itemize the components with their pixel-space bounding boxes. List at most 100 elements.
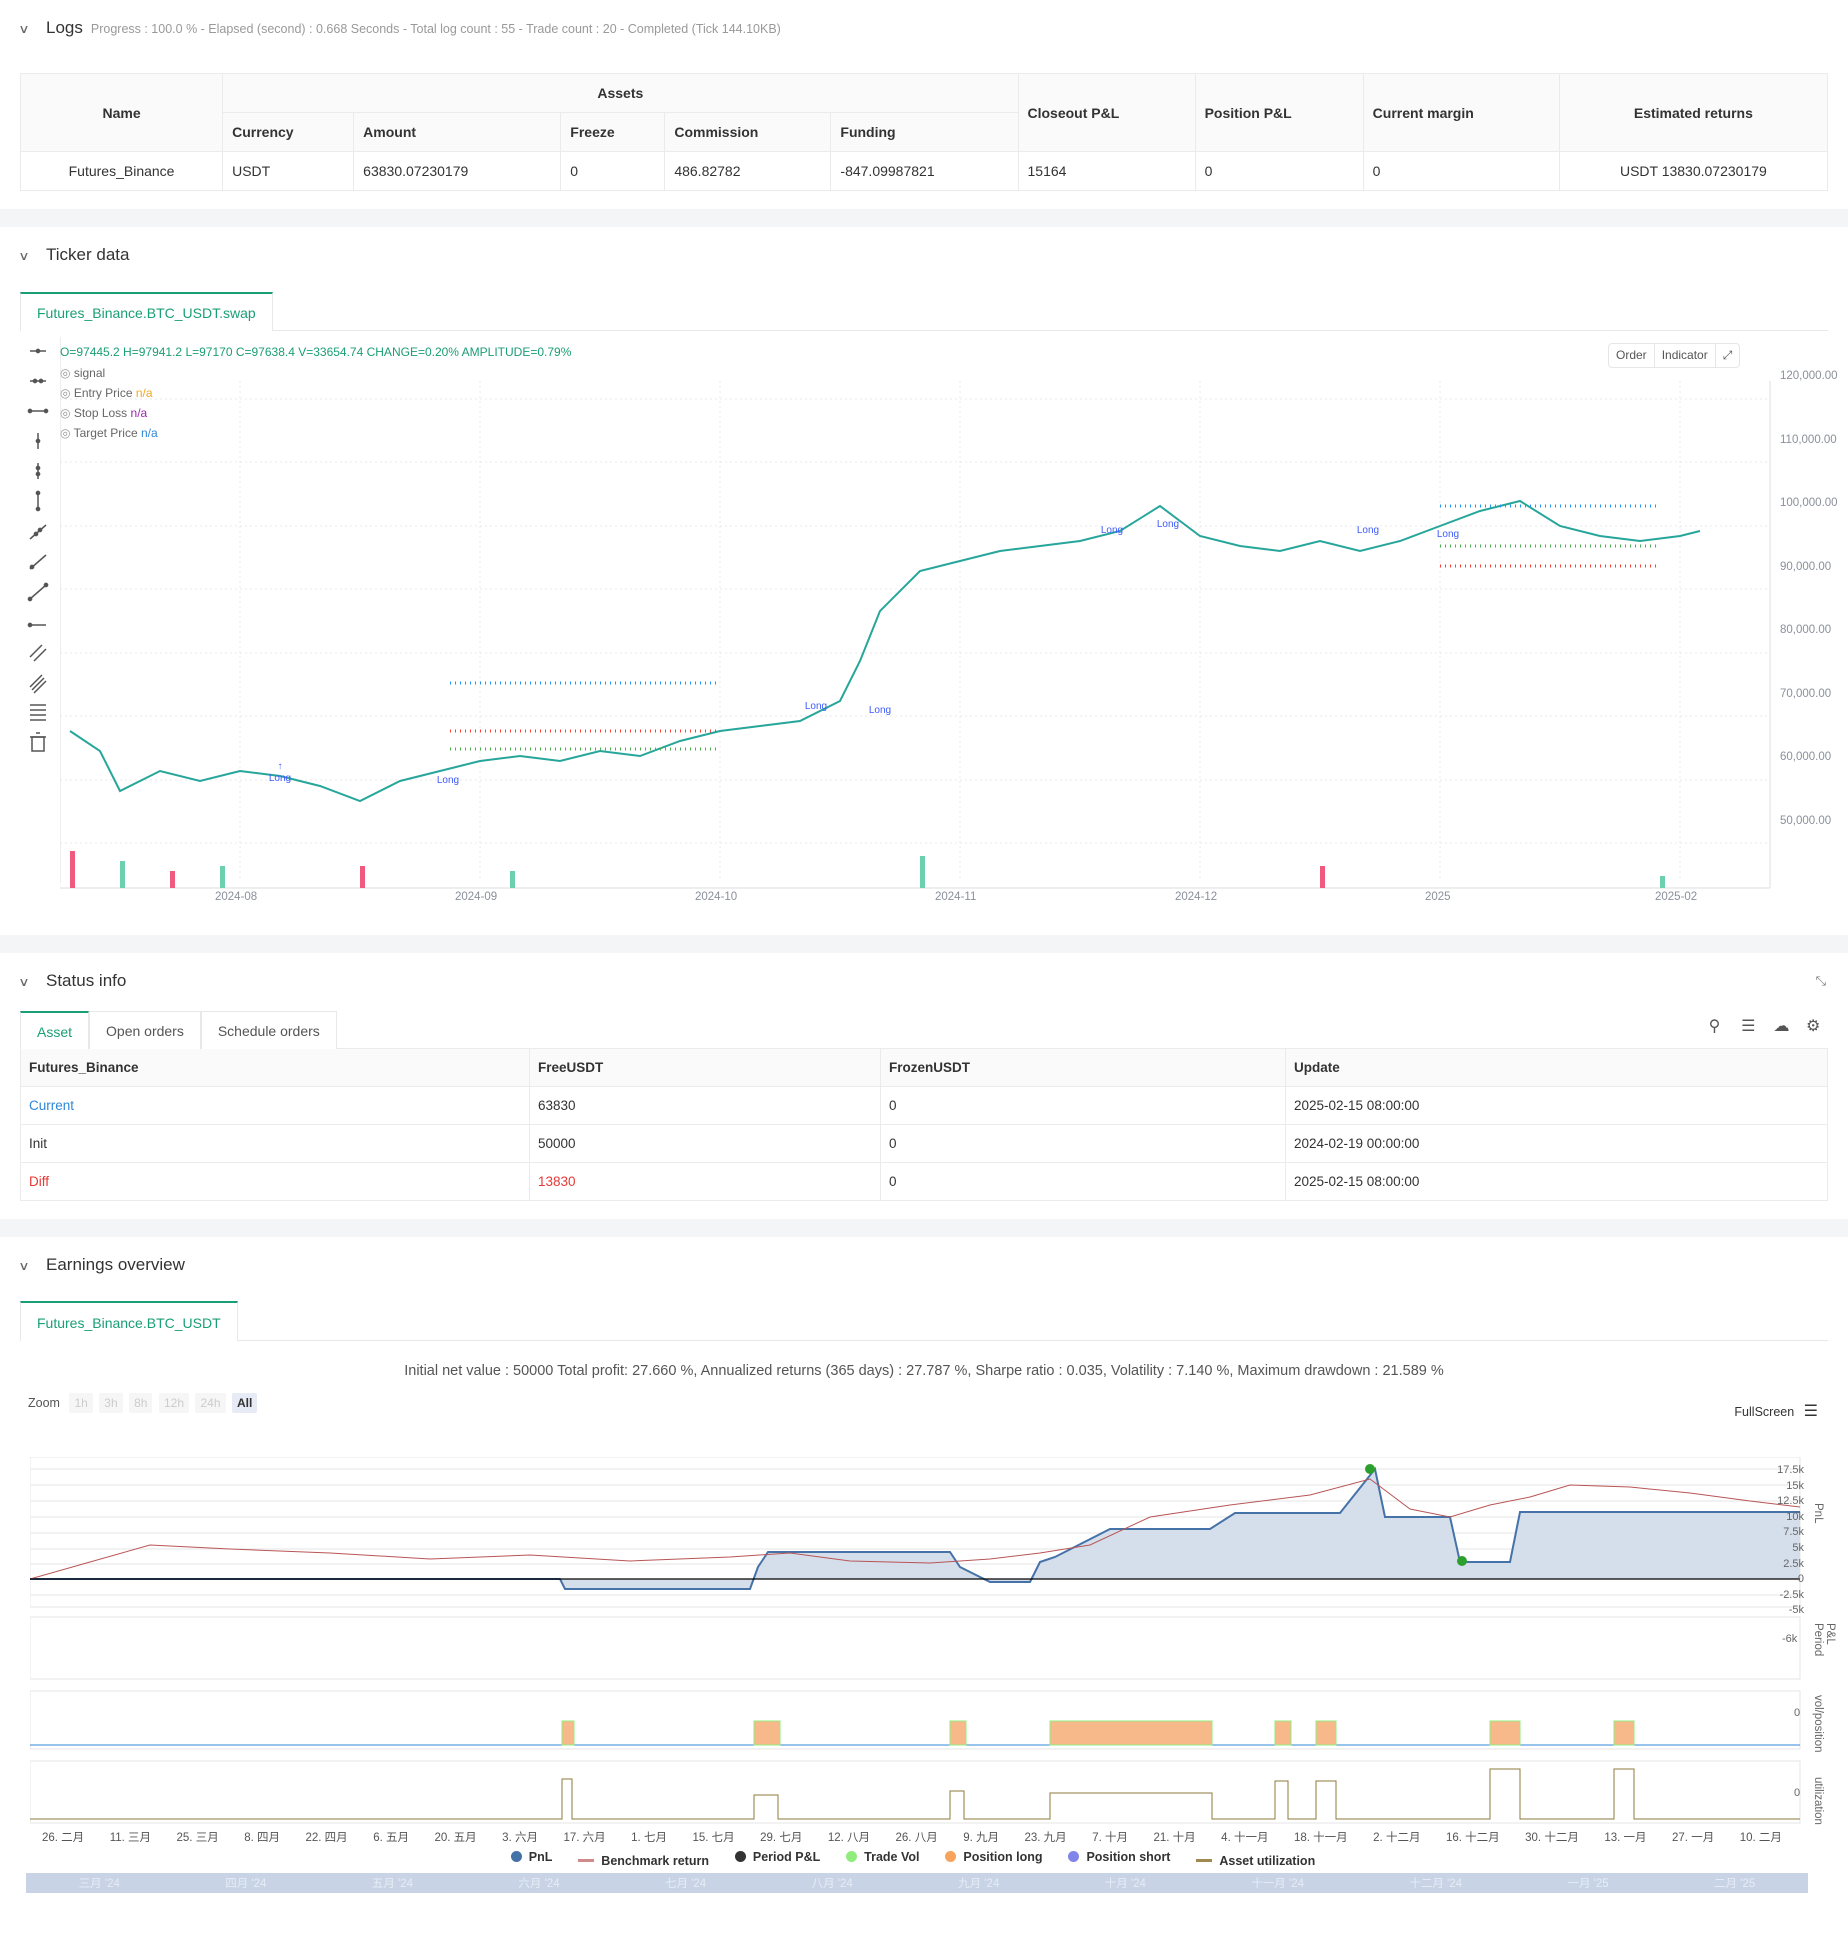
plot-area: [60, 337, 1728, 883]
eye-icon[interactable]: ◎: [60, 426, 74, 440]
menu-icon[interactable]: ☰: [1803, 1403, 1818, 1420]
gear-icon[interactable]: ⚙: [1806, 1018, 1821, 1035]
search-icon[interactable]: ⚲: [1708, 1018, 1721, 1035]
logs-section: ∨ Logs Progress : 100.0 % - Elapsed (sec…: [0, 0, 1848, 209]
col-amount: Amount: [353, 112, 562, 152]
row-current-link[interactable]: Current: [20, 1086, 530, 1125]
earnings-tabs: Futures_Binance.BTC_USDT: [20, 1301, 1828, 1341]
collapse-icon[interactable]: ⤡: [1815, 973, 1826, 988]
earnings-chart: [30, 1457, 1801, 1824]
row-diff-link[interactable]: Diff: [20, 1162, 530, 1201]
col-currency: Currency: [222, 112, 355, 152]
indicator-button[interactable]: Indicator: [1655, 344, 1716, 367]
svg-text:Long: Long: [1157, 519, 1179, 530]
col-funding: Funding: [830, 112, 1019, 152]
tab-open-orders[interactable]: Open orders: [89, 1011, 201, 1049]
tab-asset[interactable]: Asset: [20, 1011, 90, 1049]
price-chart-canvas: ↑Long Long Long Long Long Long Long Long: [60, 381, 1771, 889]
status-toolbar: ⚲ ☰ ☁ ⚙: [1703, 1016, 1828, 1048]
chevron-down-icon[interactable]: ∨: [18, 975, 30, 989]
zoom-all[interactable]: All: [232, 1393, 258, 1413]
legend-position-long[interactable]: Position long: [945, 1850, 1043, 1864]
chevron-down-icon[interactable]: ∨: [18, 22, 30, 36]
earnings-x-axis: 26. 二月 11. 三月 25. 三月 8. 四月 22. 四月 6. 五月 20. 五月…: [42, 1832, 1782, 1844]
earnings-header[interactable]: ∨ Earnings overview: [18, 1237, 1828, 1295]
cloud-download-icon[interactable]: ☁: [1773, 1018, 1790, 1035]
zoom-controls: Zoom 1h 3h 8h 12h 24h All: [28, 1393, 1828, 1413]
col-name: Name: [19, 73, 224, 152]
svg-text:Long: Long: [869, 705, 891, 716]
eye-icon[interactable]: ◎: [60, 366, 74, 380]
svg-text:Long: Long: [1437, 529, 1459, 540]
order-button[interactable]: Order: [1609, 344, 1655, 367]
status-header[interactable]: ∨ Status info: [18, 953, 1828, 1011]
svg-text:↑: ↑: [278, 761, 283, 772]
svg-text:Long: Long: [269, 773, 291, 784]
ohlc-readout: O=97445.2 H=97941.2 L=97170 C=97638.4 V=…: [60, 345, 572, 359]
navigator[interactable]: 三月 '24 四月 '24 五月 '24 六月 '24 七月 '24 八月 '24 九月 '…: [26, 1873, 1808, 1893]
col-assets: Assets: [222, 73, 1019, 113]
eye-icon[interactable]: ◎: [60, 386, 74, 400]
fullscreen-button[interactable]: FullScreen ☰: [1734, 1403, 1818, 1420]
zoom-1h[interactable]: 1h: [69, 1393, 93, 1413]
svg-text:Long: Long: [805, 701, 827, 712]
legend-target-price[interactable]: ◎ Target Price n/a: [60, 426, 158, 440]
status-table: Futures_Binance FreeUSDT FrozenUSDT Upda…: [20, 1048, 1828, 1201]
drawing-tools-icons[interactable]: [26, 341, 50, 761]
assets-table: Name Assets Closeout P&L Position P&L Cu…: [19, 73, 1829, 191]
zoom-12h[interactable]: 12h: [158, 1393, 189, 1413]
legend-benchmark[interactable]: Benchmark return: [578, 1854, 709, 1868]
col-commission: Commission: [664, 112, 832, 152]
svg-text:Long: Long: [437, 775, 459, 786]
eye-icon[interactable]: ◎: [60, 406, 74, 420]
table-row: Futures_Binance USDT 63830.07230179 0 48…: [19, 151, 1829, 191]
chevron-down-icon[interactable]: ∨: [18, 249, 30, 263]
ticker-section: ∨ Ticker data Futures_Binance.BTC_USDT.s…: [0, 227, 1848, 935]
pnl-axis: 17.5k 15k 12.5k 10k 7.5k 5k 2.5k 0 -2.5k -5k: [1777, 1464, 1804, 1617]
status-section: ∨ Status info ⤡ Asset Open orders Schedu…: [0, 953, 1848, 1219]
tab-schedule-orders[interactable]: Schedule orders: [200, 1011, 337, 1049]
earnings-legend: PnL Benchmark return Period P&L Trade Vo…: [0, 1849, 1848, 1868]
logs-header[interactable]: ∨ Logs Progress : 100.0 % - Elapsed (sec…: [18, 0, 1828, 58]
legend-stop-loss[interactable]: ◎ Stop Loss n/a: [60, 406, 148, 420]
col-current-margin: Current margin: [1362, 73, 1560, 152]
chart-buttons: Order Indicator ⤢: [1608, 343, 1741, 368]
logs-title: Logs: [46, 18, 83, 37]
earnings-summary: Initial net value : 50000 Total profit: …: [404, 1363, 1444, 1379]
tab-btc-usdt[interactable]: Futures_Binance.BTC_USDT: [20, 1301, 238, 1341]
legend-trade-vol[interactable]: Trade Vol: [846, 1850, 919, 1864]
price-axis: 120,000.00 110,000.00 100,000.00 90,000.00…: [1780, 370, 1838, 827]
ticker-tabs: Futures_Binance.BTC_USDT.swap: [20, 292, 1828, 331]
zoom-3h[interactable]: 3h: [99, 1393, 123, 1413]
legend-pnl[interactable]: PnL: [510, 1850, 552, 1864]
legend-period-pnl[interactable]: Period P&L: [734, 1850, 820, 1864]
chevron-down-icon[interactable]: ∨: [18, 1259, 30, 1273]
earnings-title: Earnings overview: [46, 1255, 185, 1274]
list-icon[interactable]: ☰: [1741, 1018, 1756, 1035]
earnings-section: ∨ Earnings overview Futures_Binance.BTC_…: [0, 1237, 1848, 1937]
logs-progress: Progress : 100.0 % - Elapsed (second) : …: [90, 22, 781, 36]
indicator-legend: ◎ signal ◎ Entry Price n/a ◎ Stop Loss n…: [60, 363, 158, 443]
ticker-title: Ticker data: [46, 245, 130, 264]
ticker-header[interactable]: ∨ Ticker data: [18, 227, 1828, 285]
tab-btc-usdt-swap[interactable]: Futures_Binance.BTC_USDT.swap: [20, 292, 273, 331]
col-position-pnl: Position P&L: [1194, 73, 1364, 152]
candlestick-chart[interactable]: O=97445.2 H=97941.2 L=97170 C=97638.4 V=…: [20, 331, 1838, 921]
legend-signal[interactable]: ◎ signal: [60, 366, 106, 380]
legend-asset-utilization[interactable]: Asset utilization: [1196, 1854, 1315, 1868]
zoom-8h[interactable]: 8h: [129, 1393, 153, 1413]
legend-position-short[interactable]: Position short: [1068, 1850, 1170, 1864]
legend-entry-price[interactable]: ◎ Entry Price n/a: [60, 386, 153, 400]
table-row: Init 50000 0 2024-02-19 00:00:00: [20, 1124, 1828, 1163]
col-freeze: Freeze: [560, 112, 666, 152]
col-estimated-returns: Estimated returns: [1558, 73, 1829, 152]
svg-text:Long: Long: [1101, 525, 1123, 536]
svg-text:Long: Long: [1357, 525, 1379, 536]
status-tabs: Asset Open orders Schedule orders: [20, 1011, 337, 1049]
drawing-toolbar: [26, 341, 50, 764]
table-row: Diff 13830 0 2025-02-15 08:00:00: [20, 1162, 1828, 1201]
table-row: Current 63830 0 2025-02-15 08:00:00: [20, 1086, 1828, 1125]
status-title: Status info: [46, 971, 127, 990]
zoom-24h[interactable]: 24h: [195, 1393, 226, 1413]
fullscreen-icon[interactable]: ⤢: [1722, 348, 1733, 362]
